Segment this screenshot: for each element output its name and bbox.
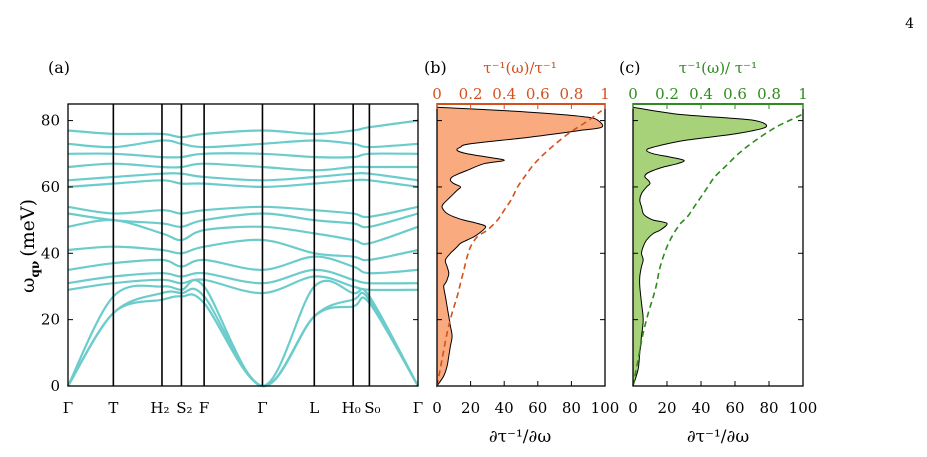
panel-c-x-tick-label: 80 [759, 399, 778, 417]
kpath-label: H₀ [342, 399, 361, 417]
kpath-label: T [108, 399, 118, 417]
ylabel-unit: (meV) [17, 199, 39, 257]
panel-b-x-tick-label: 60 [528, 399, 547, 417]
panel-c-x-tick-label: 100 [789, 399, 818, 417]
phonon-band-8 [67, 212, 419, 229]
kpath-label: H₂ [150, 399, 169, 417]
panel-c-top-tick-label: 0.2 [655, 85, 679, 103]
panel-b-x-tick-label: 80 [562, 399, 581, 417]
panel-b-x-tick-label: 20 [461, 399, 480, 417]
phonon-band-6 [67, 238, 419, 262]
panel-c-top-tick-label: 0.6 [723, 85, 747, 103]
phonon-band-4 [67, 268, 419, 285]
kpath-label: S₂ [176, 399, 192, 417]
panel-b-top-tick-label: 0 [432, 85, 442, 103]
ylabel-sub: qν [28, 261, 42, 278]
panel-c-x-tick-label: 0 [628, 399, 638, 417]
panel-c-top-tick-label: 1 [798, 85, 808, 103]
panel-c-top-tick-label: 0 [628, 85, 638, 103]
ylabel-main: ω [17, 278, 39, 294]
phonon-band-11 [67, 171, 419, 182]
panel-b-top-tick-label: 1 [600, 85, 610, 103]
panel-c-xlabel: ∂τ⁻¹/∂ω [687, 427, 750, 447]
page-number: 4 [905, 16, 914, 32]
panel-c-label: (c) [619, 58, 640, 77]
panel-b-spectral-area [436, 106, 604, 388]
panel-b-plot: 0 20 40 60 80 100 0 0.2 0.4 0.6 0.8 1 [432, 85, 619, 417]
panel-b-label: (b) [424, 58, 447, 77]
phonon-band-15 [67, 119, 419, 139]
kpath-label: L [309, 399, 319, 417]
phonon-bands [67, 119, 419, 388]
phonon-band-14 [67, 139, 419, 149]
kpath-label: Γ [63, 399, 73, 417]
phonon-band-3 [67, 275, 419, 295]
panel-a-x-ticks: Γ T H₂ S₂ F Γ L H₀ S₀ Γ [63, 399, 423, 417]
panel-b-x-tick-label: 100 [591, 399, 620, 417]
panel-b-frame [436, 103, 606, 387]
y-tick-label: 80 [41, 112, 60, 130]
panel-c-x-tick-label: 60 [725, 399, 744, 417]
panel-a-ylabel: ωqν (meV) [17, 199, 42, 293]
panel-b-title: τ⁻¹(ω)/τ⁻¹ [483, 59, 556, 77]
panel-c-top-tick-label: 0.4 [689, 85, 713, 103]
phonon-band-0 [67, 293, 419, 388]
phonon-band-13 [67, 152, 419, 159]
panel-c-x-tick-label: 40 [691, 399, 710, 417]
panel-c: (c) τ⁻¹(ω)/ τ⁻¹ 0 20 40 60 80 100 0 0.2 0.4 0.6 0.… [619, 58, 817, 447]
phonon-band-5 [67, 255, 419, 275]
panel-a-frame [67, 103, 419, 387]
panel-b-x-tick-label: 0 [432, 399, 442, 417]
panel-b-top-tick-label: 0.8 [559, 85, 583, 103]
phonon-band-1 [67, 287, 419, 388]
panel-c-x-tick-label: 20 [657, 399, 676, 417]
panel-b-top-tick-label: 0.2 [459, 85, 483, 103]
y-tick-label: 20 [41, 311, 60, 329]
phonon-band-7 [67, 218, 419, 246]
panel-c-top-tick-label: 0.8 [757, 85, 781, 103]
y-tick-label: 60 [41, 178, 60, 196]
panel-b-x-tick-label: 40 [495, 399, 514, 417]
kpath-label: Γ [257, 399, 267, 417]
y-tick-label: 0 [50, 377, 60, 395]
panel-b-xlabel: ∂τ⁻¹/∂ω [489, 427, 552, 447]
kpath-label: F [199, 399, 209, 417]
panel-c-title: τ⁻¹(ω)/ τ⁻¹ [679, 59, 757, 77]
panel-b: (b) τ⁻¹(ω)/τ⁻¹ 0 20 40 60 80 100 0 0.2 0.4 0.6 0.8… [424, 58, 619, 447]
kpath-label: S₀ [364, 399, 380, 417]
phonon-band-12 [67, 162, 418, 172]
panel-b-top-tick-label: 0.4 [492, 85, 516, 103]
panel-a-y-ticks: 0 20 40 60 80 [41, 112, 418, 395]
panel-c-plot: 0 20 40 60 80 100 0 0.2 0.4 0.6 0.8 1 [628, 85, 817, 417]
panel-c-spectral-area [632, 106, 768, 387]
kpath-lines [112, 104, 371, 386]
panel-c-cumulative-line [632, 113, 804, 387]
phonon-band-9 [67, 205, 419, 219]
kpath-label: Γ [413, 399, 423, 417]
panel-b-cumulative-line [436, 109, 603, 387]
phonon-band-10 [67, 178, 419, 189]
panel-a-label: (a) [48, 58, 70, 77]
y-tick-label: 40 [41, 244, 60, 262]
panel-a: (a) ωqν (meV) 0 20 40 60 80 Γ T H₂ S₂ F Γ L H₀ S₀ Γ [17, 58, 423, 417]
panel-b-top-tick-label: 0.6 [526, 85, 550, 103]
